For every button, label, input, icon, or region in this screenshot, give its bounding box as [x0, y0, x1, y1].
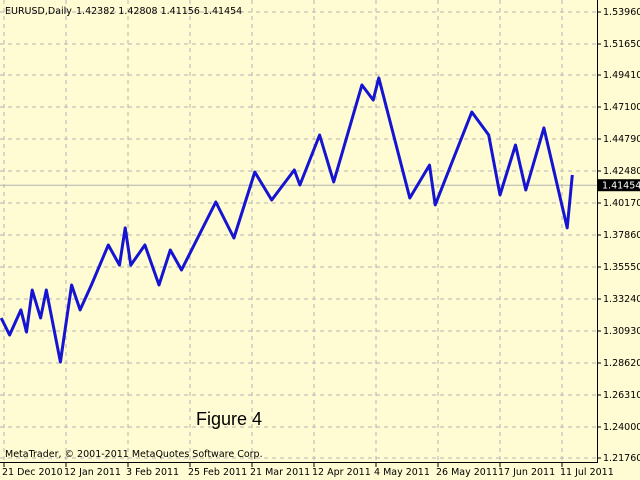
- x-tick-label: 4 May 2011: [374, 467, 430, 478]
- y-tick-label: 1.51650: [603, 39, 640, 50]
- current-price-marker: [598, 179, 640, 192]
- x-tick-label: 25 Feb 2011: [188, 467, 247, 478]
- chart-header-ohlc: 1.42382 1.42808 1.41156 1.41454: [76, 6, 242, 17]
- x-tick-label: 3 Feb 2011: [126, 467, 179, 478]
- x-tick-label: 11 Jul 2011: [560, 467, 614, 478]
- y-tick-label: 1.49410: [603, 70, 640, 81]
- x-axis-line: [0, 462, 598, 463]
- x-tick-label: 12 Apr 2011: [312, 467, 371, 478]
- copyright-text: MetaTrader, © 2001-2011 MetaQuotes Softw…: [5, 449, 263, 460]
- chart-header-symbol: EURUSD,Daily: [5, 6, 72, 17]
- y-tick-label: 1.24000: [603, 422, 640, 433]
- x-tick-label: 12 Jan 2011: [64, 467, 121, 478]
- y-tick-label: 1.21760: [603, 453, 640, 464]
- grid: [0, 0, 597, 462]
- y-tick-label: 1.26310: [603, 390, 640, 401]
- x-tick-label: 26 May 2011: [436, 467, 498, 478]
- y-tick-label: 1.42480: [603, 166, 640, 177]
- y-tick-label: 1.28620: [603, 358, 640, 369]
- current-price-label: 1.41454: [602, 181, 640, 192]
- x-tick-label: 17 Jun 2011: [498, 467, 555, 478]
- y-tick-label: 1.47100: [603, 102, 640, 113]
- x-tick-label: 21 Mar 2011: [250, 467, 310, 478]
- y-tick-label: 1.33240: [603, 294, 640, 305]
- y-tick-label: 1.40170: [603, 198, 640, 209]
- x-tick-label: 21 Dec 2010: [2, 467, 63, 478]
- x-axis: 21 Dec 2010 12 Jan 2011 3 Feb 2011 25 Feb 2…: [2, 462, 614, 478]
- y-axis: 1.53960 1.51650 1.49410 1.47100 1.44790 1.424…: [597, 7, 640, 464]
- y-tick-label: 1.44790: [603, 134, 640, 145]
- y-axis-line: [597, 0, 598, 462]
- y-tick-label: 1.53960: [603, 7, 640, 18]
- y-tick-label: 1.30930: [603, 326, 640, 337]
- figure-annotation: Figure 4: [196, 409, 262, 429]
- y-tick-label: 1.37860: [603, 230, 640, 241]
- y-tick-label: 1.35550: [603, 262, 640, 273]
- series-line: [0, 76, 574, 364]
